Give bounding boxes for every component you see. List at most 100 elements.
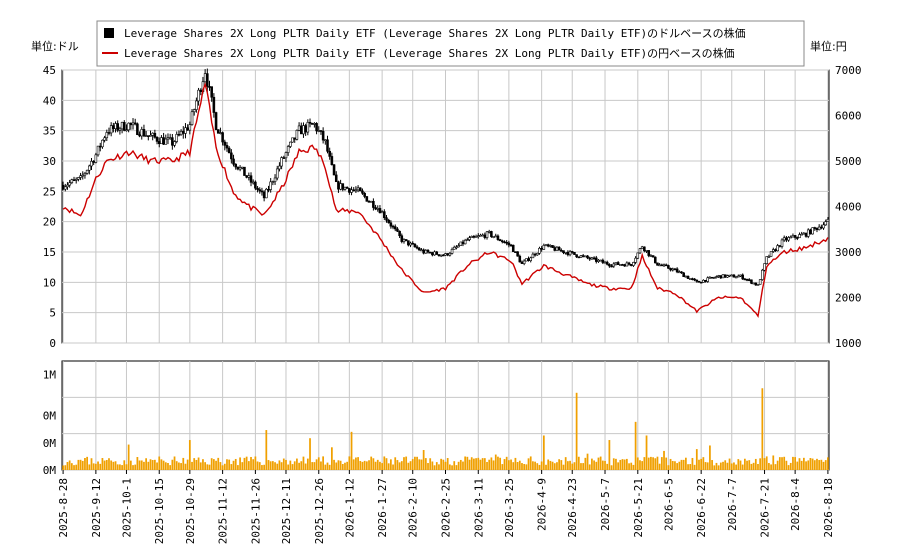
candle-body (592, 257, 596, 260)
volume-bar (317, 457, 320, 470)
candle-body (107, 132, 111, 134)
volume-bar (695, 449, 698, 470)
volume-bar (748, 460, 751, 470)
volume-bar (147, 461, 150, 470)
candle-body (712, 277, 716, 279)
volume-bar (293, 461, 296, 470)
volume-bar (608, 440, 611, 470)
candle-body (337, 181, 340, 190)
volume-bar (330, 447, 333, 470)
x-tick-labels: 2025-8-28 2025-9-12 2025-10-1 2025-10-15 202… (57, 470, 835, 544)
candle-body (299, 125, 303, 135)
volume-bar (682, 459, 685, 470)
volume-bar (722, 461, 724, 470)
candle-body (227, 147, 231, 154)
candle-body (490, 231, 493, 237)
volume-bar (370, 456, 373, 470)
volume-bar (212, 459, 215, 470)
volume-bar (604, 460, 606, 470)
candle-body (376, 208, 380, 210)
volume-bar (114, 461, 117, 470)
volume-bar (315, 459, 318, 470)
volume-bar (612, 458, 615, 470)
candle-body (389, 222, 393, 227)
candle-body (619, 264, 622, 266)
candle-body (96, 145, 100, 156)
volume-bar (540, 461, 543, 470)
candle-body (61, 184, 65, 190)
volume-bar (754, 458, 757, 470)
candle-body (147, 135, 150, 137)
candle-body (466, 239, 469, 241)
volume-bar (774, 464, 777, 470)
candle-body (579, 255, 583, 258)
volume-bar (816, 458, 818, 470)
candle-body (164, 138, 168, 145)
x-tick-label: 2026-1-12 (343, 478, 356, 538)
volume-bar (529, 456, 532, 470)
candle-body (149, 135, 152, 137)
candle-body (616, 262, 620, 265)
volume-bar (479, 459, 482, 470)
volume-bar (145, 458, 148, 470)
candle-body (151, 132, 154, 136)
volume-bar (643, 457, 646, 470)
candle-body (409, 242, 412, 246)
volume-bar (486, 461, 488, 470)
volume-bar (601, 460, 604, 470)
candle-body (531, 253, 535, 259)
volume-bar (346, 461, 349, 470)
volume-bar (341, 463, 344, 470)
volume-bar (599, 456, 602, 470)
candle-body (817, 226, 821, 230)
volume-bar (400, 461, 403, 470)
volume-grid (62, 361, 829, 471)
volume-bar (392, 464, 394, 470)
volume-bar (824, 460, 827, 470)
candle-body (723, 274, 727, 278)
volume-bar (501, 464, 504, 470)
candle-body (206, 73, 209, 87)
x-tick-label: 2026-5-7 (599, 478, 612, 531)
candle-body (160, 137, 163, 145)
volume-bar (271, 461, 274, 470)
volume-bar (374, 461, 377, 470)
right-price-ticks: 1000 2000 3000 4000 5000 6000 7000 (835, 64, 862, 350)
candle-body (243, 166, 246, 176)
candle-body (98, 145, 102, 148)
candle-body (324, 139, 327, 142)
volume-bar (344, 462, 346, 470)
x-tick-label: 2026-7-7 (726, 478, 739, 531)
candle-body (94, 154, 98, 163)
candle-body (560, 249, 563, 252)
volume-bar (103, 460, 106, 470)
volume-bar (119, 464, 121, 470)
volume-bar (359, 460, 362, 470)
volume-bar (787, 465, 790, 470)
candle-body (74, 178, 78, 181)
candle-body (297, 125, 301, 131)
volume-bar (84, 458, 86, 470)
candle-body (549, 245, 552, 247)
candle-body (562, 250, 565, 254)
candle-body (675, 268, 679, 273)
right-tick-label: 4000 (835, 201, 862, 214)
left-tick-label: 25 (43, 185, 56, 198)
volume-bar (274, 462, 276, 470)
volume-bar (289, 460, 292, 470)
candle-body (260, 190, 264, 193)
candle-body (114, 123, 117, 129)
candle-body (378, 208, 382, 214)
volume-tick-label: 0M (43, 464, 57, 477)
candle-body (763, 263, 766, 271)
candle-body (271, 181, 275, 183)
volume-bar (505, 456, 508, 470)
candle-body (179, 131, 183, 136)
candle-body (688, 278, 692, 280)
candle-body (293, 137, 297, 140)
candle-body (166, 137, 170, 140)
candle-body (632, 262, 635, 266)
candle-body (112, 125, 115, 129)
volume-bar (121, 465, 123, 470)
candle-body (391, 225, 395, 228)
